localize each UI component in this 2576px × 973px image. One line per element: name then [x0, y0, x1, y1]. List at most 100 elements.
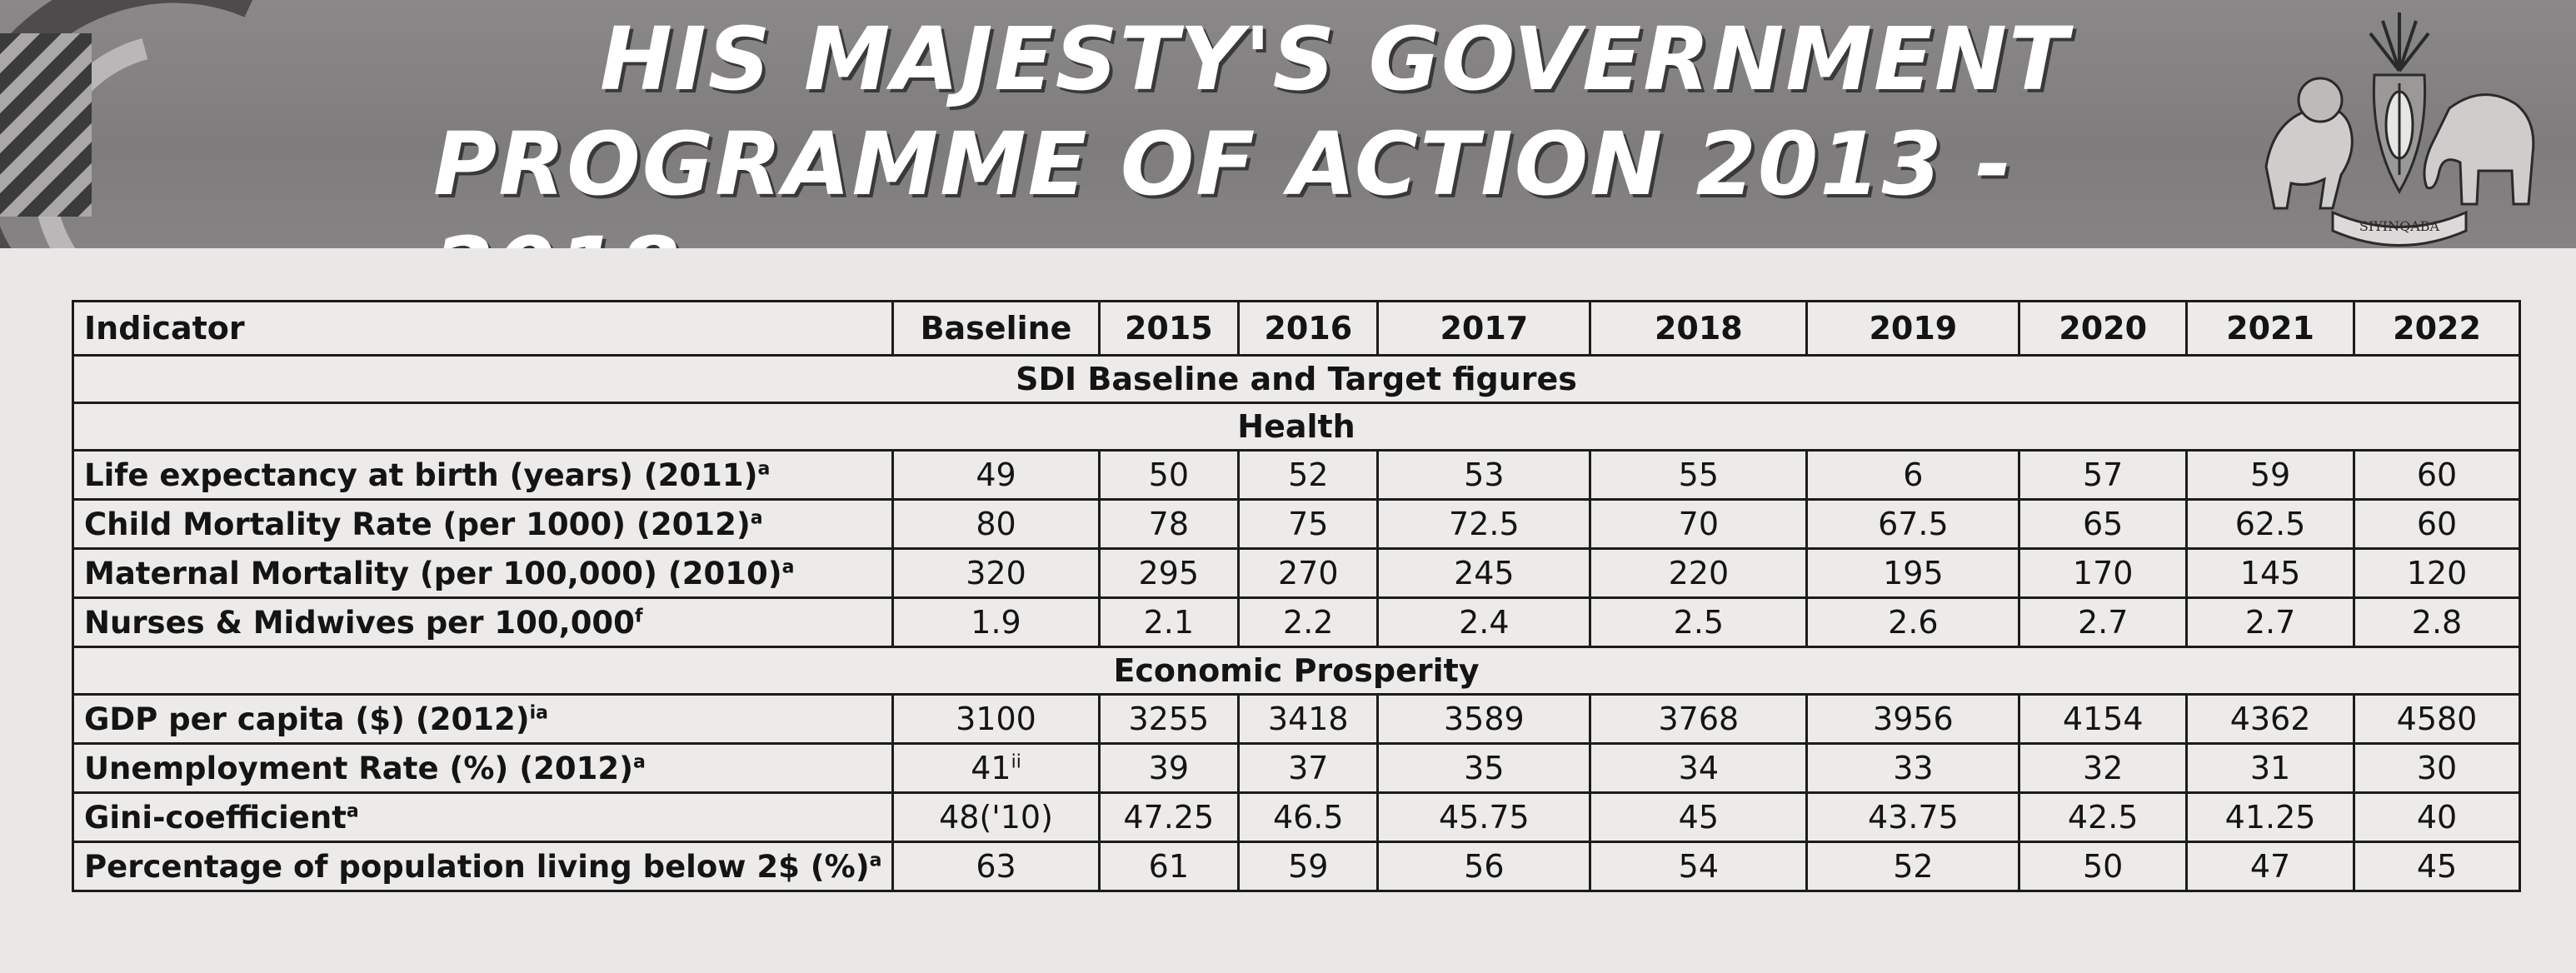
- column-header-2016: 2016: [1237, 300, 1380, 357]
- value-cell: 3589: [1376, 693, 1592, 745]
- column-header-2020: 2020: [2018, 300, 2189, 357]
- value-cell: 2.5: [1589, 596, 1809, 648]
- value-cell: 3255: [1097, 693, 1241, 745]
- value-cell: 295: [1097, 547, 1241, 599]
- value-cell: 32: [2018, 742, 2189, 794]
- value-cell: 31: [2185, 742, 2356, 794]
- table-row: Percentage of population living below 2$…: [71, 841, 2521, 892]
- value-cell: 60: [2353, 498, 2521, 550]
- value-cell: 45: [1589, 791, 1809, 843]
- value-cell: 75: [1237, 498, 1380, 550]
- footnote-marker: f: [634, 606, 643, 627]
- column-header-2021: 2021: [2185, 300, 2356, 357]
- value-cell: 3768: [1589, 693, 1809, 745]
- title-line-1: HIS MAJESTY'S GOVERNMENT: [600, 8, 2069, 110]
- value-cell: 4362: [2185, 693, 2356, 745]
- group-title: Health: [72, 402, 2521, 452]
- indicator-cell: Life expectancy at birth (years) (2011)a: [71, 449, 895, 501]
- value-cell: 33: [1805, 742, 2021, 794]
- value-cell: 50: [1097, 449, 1241, 501]
- indicator-cell: GDP per capita ($) (2012)ia: [71, 693, 895, 745]
- value-cell: 55: [1589, 449, 1809, 501]
- table-row: GDP per capita ($) (2012)ia 3100 3255 3418 3…: [71, 693, 2521, 745]
- baseline-cell: 3100: [891, 693, 1101, 745]
- group-title: Economic Prosperity: [72, 646, 2521, 696]
- value-cell: 6: [1805, 449, 2021, 501]
- column-header-baseline: Baseline: [891, 300, 1101, 357]
- value-cell: 245: [1376, 547, 1592, 599]
- value-cell: 53: [1376, 449, 1592, 501]
- value-cell: 59: [1237, 841, 1380, 892]
- indicator-cell: Percentage of population living below 2$…: [71, 841, 895, 892]
- value-cell: 61: [1097, 841, 1241, 892]
- header-banner: HIS MAJESTY'S GOVERNMENT PROGRAMME OF AC…: [0, 0, 2576, 248]
- value-cell: 41.25: [2185, 791, 2356, 843]
- sdi-table-container: Indicator Baseline 2015 2016 2017 2018 2019 202…: [71, 300, 2521, 892]
- value-cell: 170: [2018, 547, 2189, 599]
- section-row-group: Health: [72, 402, 2521, 452]
- baseline-cell: 320: [891, 547, 1101, 599]
- value-cell: 220: [1589, 547, 1809, 599]
- value-cell: 59: [2185, 449, 2356, 501]
- column-header-2018: 2018: [1589, 300, 1809, 357]
- table-body: SDI Baseline and Target figures Health Lif…: [71, 354, 2521, 892]
- table-row: Life expectancy at birth (years) (2011)a…: [71, 449, 2521, 501]
- section-row-group: Economic Prosperity: [72, 646, 2521, 696]
- value-cell: 145: [2185, 547, 2356, 599]
- value-cell: 2.7: [2185, 596, 2356, 648]
- value-cell: 30: [2353, 742, 2521, 794]
- value-cell: 35: [1376, 742, 1592, 794]
- indicator-cell: Gini-coefficienta: [71, 791, 895, 843]
- value-cell: 65: [2018, 498, 2189, 550]
- value-cell: 50: [2018, 841, 2189, 892]
- value-cell: 45: [2353, 841, 2521, 892]
- value-cell: 270: [1237, 547, 1380, 599]
- baseline-cell: 49: [891, 449, 1101, 501]
- value-cell: 39: [1097, 742, 1241, 794]
- value-cell: 45.75: [1376, 791, 1592, 843]
- value-cell: 47.25: [1097, 791, 1241, 843]
- baseline-cell: 63: [891, 841, 1101, 892]
- value-cell: 4580: [2353, 693, 2521, 745]
- value-cell: 195: [1805, 547, 2021, 599]
- footnote-marker: a: [633, 751, 646, 773]
- footnote-marker: a: [757, 458, 771, 480]
- indicator-cell: Child Mortality Rate (per 1000) (2012)a: [71, 498, 895, 550]
- baseline-cell: 80: [891, 498, 1101, 550]
- value-cell: 34: [1589, 742, 1809, 794]
- indicator-cell: Maternal Mortality (per 100,000) (2010)a: [71, 547, 895, 599]
- value-cell: 2.8: [2353, 596, 2521, 648]
- value-cell: 3956: [1805, 693, 2021, 745]
- value-cell: 2.7: [2018, 596, 2189, 648]
- value-cell: 47: [2185, 841, 2356, 892]
- value-cell: 46.5: [1237, 791, 1380, 843]
- value-cell: 72.5: [1376, 498, 1592, 550]
- value-cell: 57: [2018, 449, 2189, 501]
- decorative-stripes: [0, 33, 92, 217]
- value-cell: 40: [2353, 791, 2521, 843]
- table-row: Gini-coefficienta 48('10) 47.25 46.5 45.75 45…: [71, 791, 2521, 843]
- value-cell: 52: [1805, 841, 2021, 892]
- value-cell: 2.1: [1097, 596, 1241, 648]
- value-cell: 37: [1237, 742, 1380, 794]
- coat-of-arms-icon: SIYINQABA: [2264, 12, 2535, 247]
- value-cell: 60: [2353, 449, 2521, 501]
- footnote-marker: a: [869, 850, 882, 871]
- table-row: Child Mortality Rate (per 1000) (2012)a 8…: [71, 498, 2521, 550]
- indicator-cell: Nurses & Midwives per 100,000f: [71, 596, 895, 648]
- value-cell: 54: [1589, 841, 1809, 892]
- value-cell: 120: [2353, 547, 2521, 599]
- footnote-marker: ii: [1011, 751, 1021, 773]
- emblem-motto: SIYINQABA: [2359, 218, 2440, 234]
- baseline-cell: 41ii: [891, 742, 1101, 794]
- section-row-main: SDI Baseline and Target figures: [72, 354, 2521, 404]
- column-header-indicator: Indicator: [71, 300, 895, 357]
- value-cell: 2.4: [1376, 596, 1592, 648]
- footnote-marker: a: [346, 801, 359, 822]
- value-cell: 4154: [2018, 693, 2189, 745]
- value-cell: 43.75: [1805, 791, 2021, 843]
- value-cell: 2.6: [1805, 596, 2021, 648]
- column-header-2022: 2022: [2353, 300, 2521, 357]
- value-cell: 52: [1237, 449, 1380, 501]
- table-row: Maternal Mortality (per 100,000) (2010)a…: [71, 547, 2521, 599]
